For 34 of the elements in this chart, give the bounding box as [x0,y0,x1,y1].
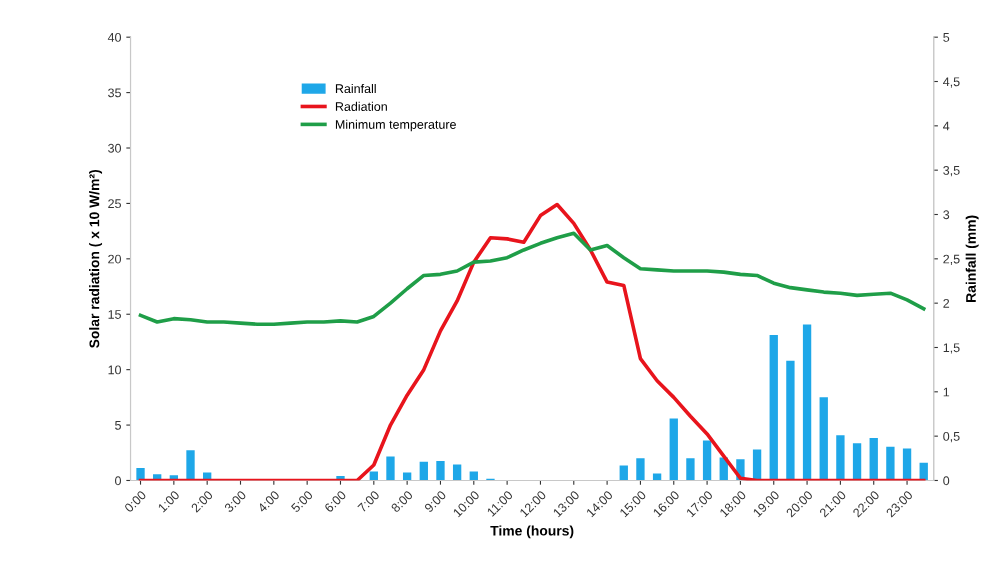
x-axis-title: Time (hours) [490,525,574,539]
y-axis-title: Solar radiation ( x 10 W/m²) [89,169,103,348]
legend-label: Rainfall [335,83,376,94]
y2-tick-label: 1,5 [943,343,960,354]
y2-tick-label: 2,5 [943,254,960,265]
y-tick-label: 5 [115,421,121,430]
x-tick-label: 5:00 [290,490,314,513]
legend-label: Minimum temperature [335,119,456,132]
y-tick-label: 0 [115,476,121,486]
y2-tick-label: 5 [943,33,950,42]
x-tick-label: 0:00 [123,490,147,513]
x-tick-label: 8:00 [390,490,414,513]
y-tick-label: 20 [108,254,121,264]
y-tick-label: 15 [108,310,121,319]
x-tick-label: 7:00 [357,490,380,513]
y2-tick-label: 1 [943,387,950,397]
y-tick-label: 35 [108,88,121,98]
legend-label: Radiation [335,101,387,111]
y2-tick-label: 4,5 [943,77,960,88]
y2-axis-title: Rainfall (mm) [965,215,979,302]
y2-tick-label: 4 [943,121,950,131]
y2-tick-label: 3 [943,210,950,220]
y2-tick-label: 3,5 [943,165,960,177]
y-tick-label: 40 [107,32,121,42]
y-tick-label: 30 [108,143,121,153]
y2-tick-label: 2 [943,298,950,308]
x-tick-label: 4:00 [257,490,280,513]
y2-tick-label: 0,5 [943,431,960,443]
y-tick-label: 25 [108,199,121,209]
x-tick-label: 3:00 [223,490,247,513]
x-tick-label: 9:00 [423,490,447,513]
y-tick-label: 10 [108,365,121,375]
y2-tick-label: 0 [943,476,950,486]
x-tick-label: 6:00 [323,490,347,513]
